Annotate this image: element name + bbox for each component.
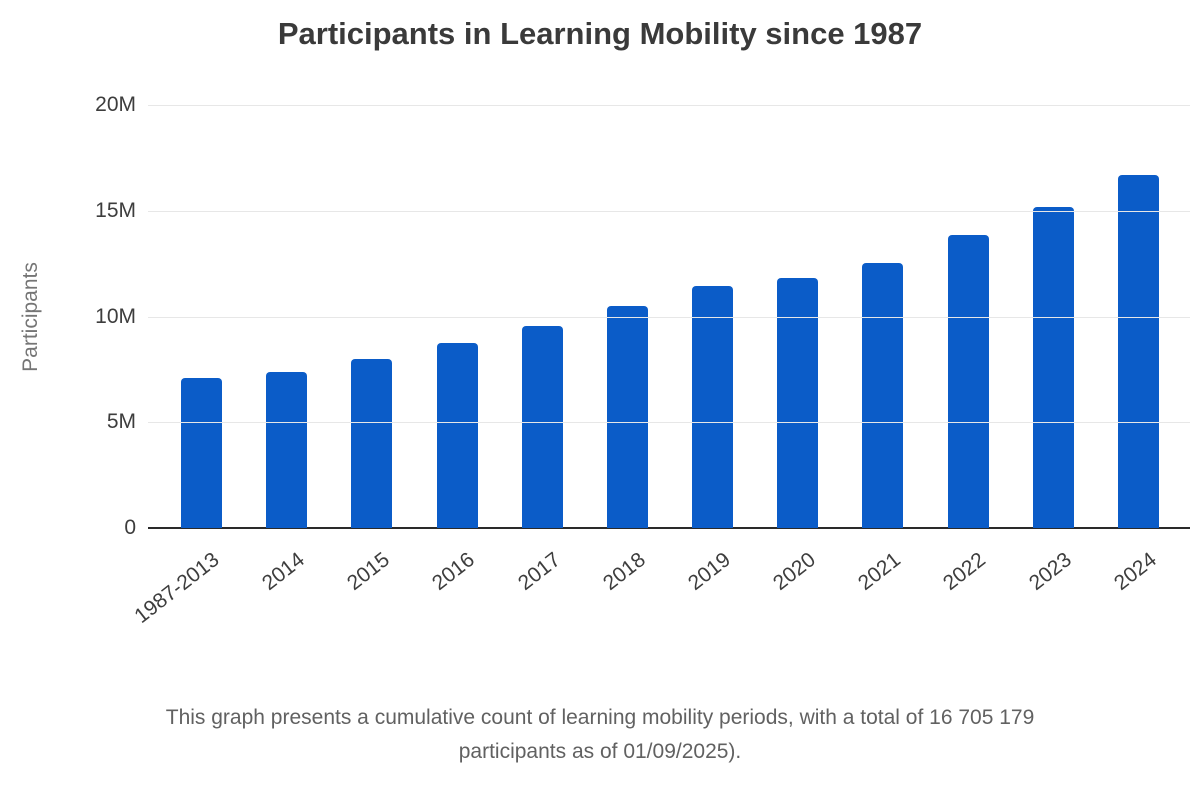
caption-line-1: This graph presents a cumulative count o…	[165, 706, 1035, 729]
bar-2015[interactable]	[351, 358, 393, 528]
x-tick-label: 2024	[1109, 548, 1161, 595]
y-tick-label: 0	[124, 516, 136, 539]
x-axis-line	[148, 527, 1190, 529]
bar-2020[interactable]	[777, 278, 819, 528]
x-tick-label: 2019	[683, 548, 735, 595]
bar-1987-2013[interactable]	[181, 377, 223, 528]
caption-line-2: participants as of 01/09/2025).	[458, 740, 742, 763]
caption: This graph presents a cumulative count o…	[0, 701, 1200, 769]
x-tick-label: 1987-2013	[130, 548, 224, 628]
plot-area	[148, 105, 1190, 529]
x-tick-label: 2023	[1024, 548, 1076, 595]
x-tick-label: 2014	[257, 548, 309, 595]
bar-2019[interactable]	[692, 285, 734, 528]
x-tick-label: 2022	[939, 548, 991, 595]
bar-2024[interactable]	[1117, 174, 1159, 528]
x-tick-label: 2021	[854, 548, 906, 595]
x-tick-label: 2020	[768, 548, 820, 595]
bars-group	[159, 105, 1181, 528]
y-tick-label: 20M	[95, 93, 136, 116]
x-tick-label: 2017	[513, 548, 565, 595]
gridline	[148, 316, 1190, 318]
bar-2021[interactable]	[862, 262, 904, 528]
x-tick-label: 2016	[428, 548, 480, 595]
gridline	[148, 105, 1190, 106]
bar-2017[interactable]	[521, 326, 563, 528]
bar-2022[interactable]	[947, 235, 989, 528]
bar-2023[interactable]	[1032, 206, 1074, 528]
gridline	[148, 210, 1190, 212]
bar-2018[interactable]	[606, 305, 648, 528]
x-tick-label: 2018	[598, 548, 650, 595]
y-tick-label: 15M	[95, 198, 136, 222]
gridline	[148, 422, 1190, 424]
chart-title: Participants in Learning Mobility since …	[277, 16, 923, 51]
bar-2014[interactable]	[266, 371, 308, 528]
x-tick-label: 2015	[343, 548, 395, 595]
y-tick-label: 10M	[95, 304, 136, 328]
bar-2016[interactable]	[436, 342, 478, 528]
y-tick-label: 5M	[106, 410, 136, 434]
